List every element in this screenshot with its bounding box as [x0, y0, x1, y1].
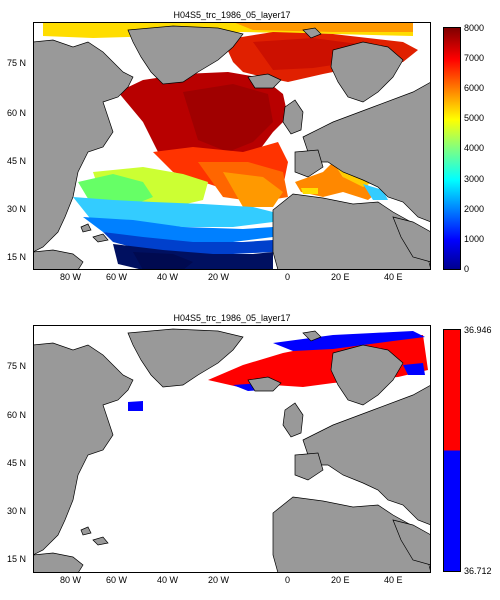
- lat-label: 30 N: [7, 204, 27, 214]
- colorbar-tick: 36.712: [464, 566, 492, 576]
- map-title-bottom: H04S5_trc_1986_05_layer17: [173, 313, 291, 323]
- map-title-top: H04S5_trc_1986_05_layer17: [173, 10, 291, 20]
- land-masses: [33, 328, 431, 573]
- lon-label: 20 E: [331, 575, 350, 585]
- lat-label: 45 N: [7, 458, 27, 468]
- lat-label: 15 N: [7, 554, 27, 564]
- lon-label: 40 W: [157, 575, 179, 585]
- colorbar-tick: 0: [464, 264, 470, 274]
- colorbar-tick: 3000: [464, 174, 485, 184]
- lat-label: 45 N: [7, 156, 27, 166]
- data-field: [43, 22, 418, 270]
- lon-label: 80 W: [60, 272, 82, 282]
- lon-label: 40 W: [157, 272, 179, 282]
- lon-label: 80 W: [60, 575, 82, 585]
- colorbar-tick: 8000: [464, 23, 485, 33]
- lat-label: 75 N: [7, 361, 27, 371]
- colorbar-tick: 2000: [464, 204, 485, 214]
- lat-label: 75 N: [7, 58, 27, 68]
- lon-label: 0: [285, 575, 291, 585]
- map-panel-bottom: [33, 325, 431, 573]
- lon-label: 20 E: [331, 272, 350, 282]
- lat-label: 60 N: [7, 108, 27, 118]
- lon-label: 40 E: [384, 575, 403, 585]
- lon-label: 40 E: [384, 272, 403, 282]
- lat-label: 30 N: [7, 506, 27, 516]
- colorbar-tick: 6000: [464, 83, 485, 93]
- lat-label: 15 N: [7, 252, 27, 262]
- lon-label: 60 W: [106, 272, 128, 282]
- colorbar-tick: 7000: [464, 53, 485, 63]
- lon-label: 0: [285, 272, 291, 282]
- lon-label: 20 W: [208, 272, 230, 282]
- colorbar-tick: 4000: [464, 143, 485, 153]
- colorbar-top: [443, 27, 461, 270]
- lat-label: 60 N: [7, 410, 27, 420]
- colorbar-tick: 36.946: [464, 325, 492, 335]
- colorbar-tick: 5000: [464, 113, 485, 123]
- colorbar-tick: 1000: [464, 234, 485, 244]
- lon-label: 20 W: [208, 575, 230, 585]
- land-masses: [33, 25, 431, 270]
- map-panel-top: [33, 22, 431, 270]
- lon-label: 60 W: [106, 575, 128, 585]
- colorbar-bottom: [443, 329, 461, 572]
